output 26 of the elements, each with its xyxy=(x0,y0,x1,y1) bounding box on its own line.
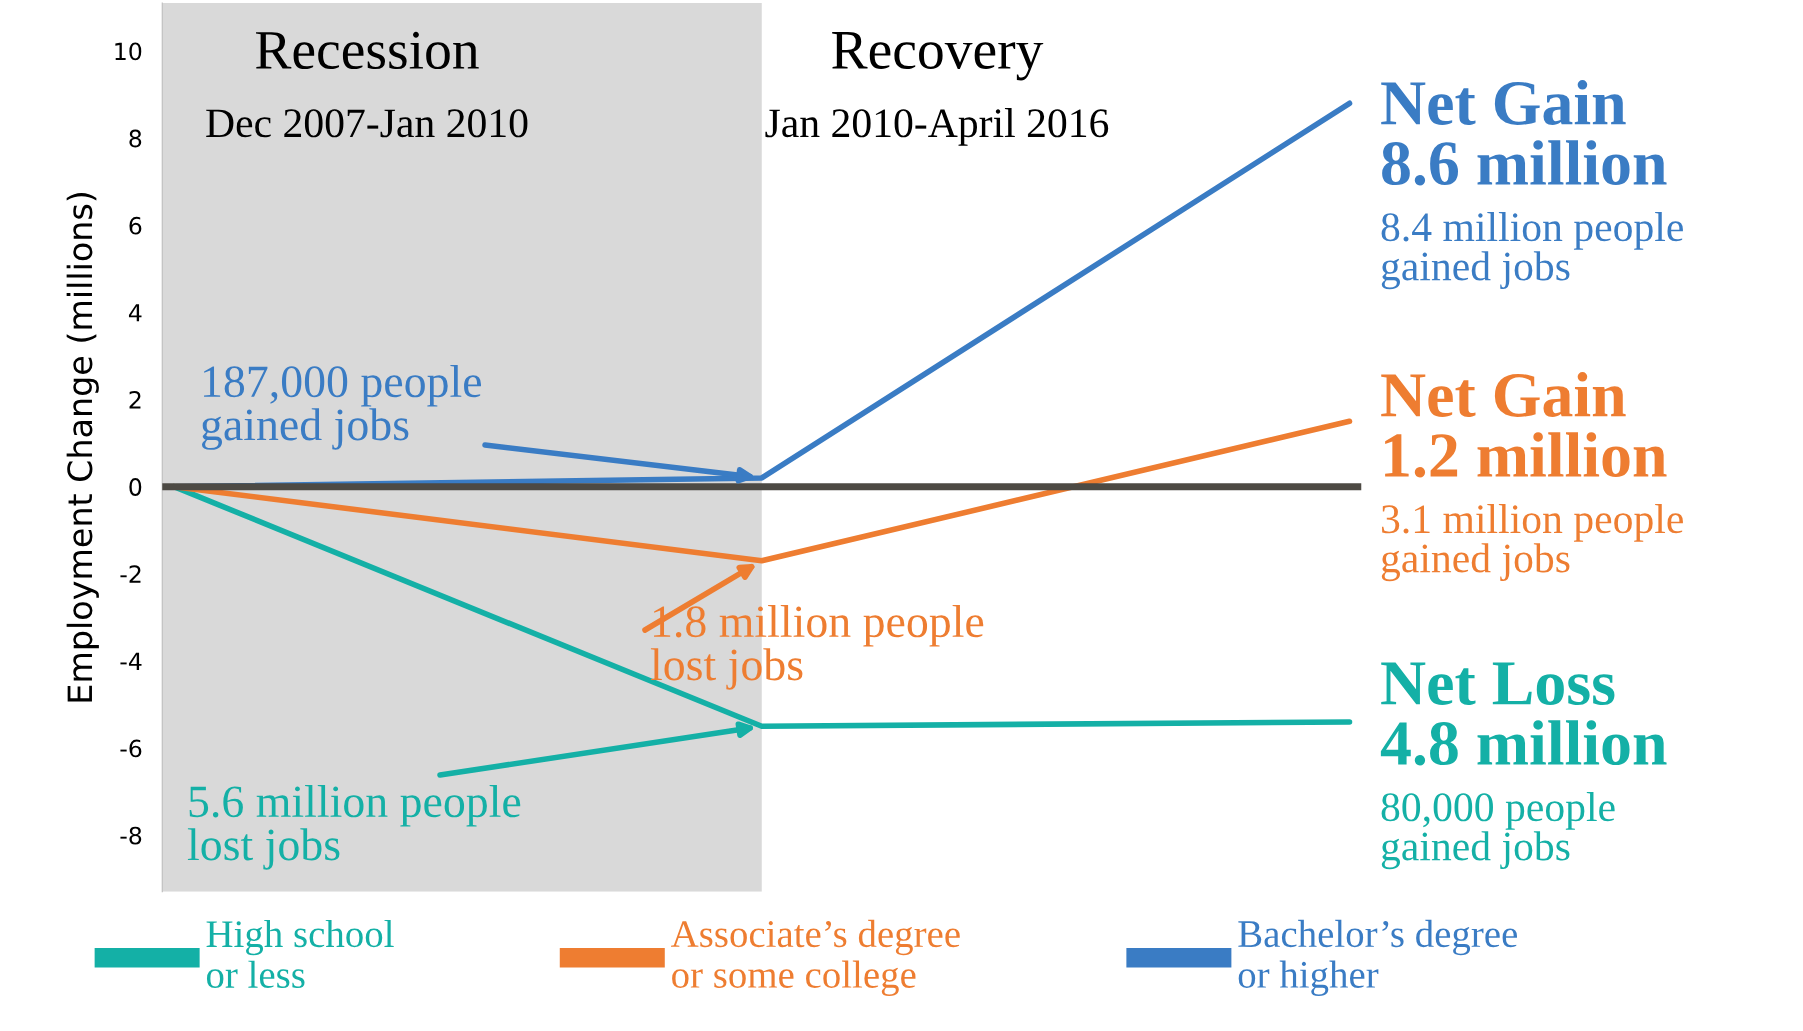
text: Net Gain 1.2 million xyxy=(1381,372,1667,478)
text: 3.1 million people gained jobs xyxy=(1381,504,1683,582)
legend-label: High school or less xyxy=(206,919,394,989)
text: Net Loss 4.8 million xyxy=(1380,662,1667,766)
y-tick-label: 10 xyxy=(115,42,142,61)
y-tick-label: -6 xyxy=(120,739,142,758)
y-tick-label: 8 xyxy=(129,129,142,148)
annotation: Jan 2010-April 2016 xyxy=(765,108,1109,146)
text: 8.4 million people gained jobs xyxy=(1381,212,1683,290)
y-axis-title: Employment Change (millions) xyxy=(66,193,99,702)
y-tick-label: -2 xyxy=(120,565,141,583)
y-tick-label: 0 xyxy=(129,478,142,496)
annotation: 187,000 people gained jobs xyxy=(201,365,481,450)
annotation: Dec 2007-Jan 2010 xyxy=(206,109,528,138)
text: 80,000 people gained jobs xyxy=(1381,792,1615,870)
annotation: Recovery xyxy=(832,32,1044,81)
y-tick-label: 6 xyxy=(129,216,142,235)
y-tick-label: 4 xyxy=(128,304,142,322)
y-tick-label: -4 xyxy=(120,652,142,670)
legend-label: Associate’s degree or some college xyxy=(671,919,960,996)
text: Net Gain 8.6 million xyxy=(1381,80,1667,186)
legend-label: Bachelor’s degree or higher xyxy=(1238,919,1517,996)
annotation: Recession xyxy=(255,31,479,70)
y-tick-label: 2 xyxy=(129,390,141,409)
y-tick-label: -8 xyxy=(120,826,142,845)
annotation: 5.6 million people lost jobs xyxy=(187,785,521,870)
